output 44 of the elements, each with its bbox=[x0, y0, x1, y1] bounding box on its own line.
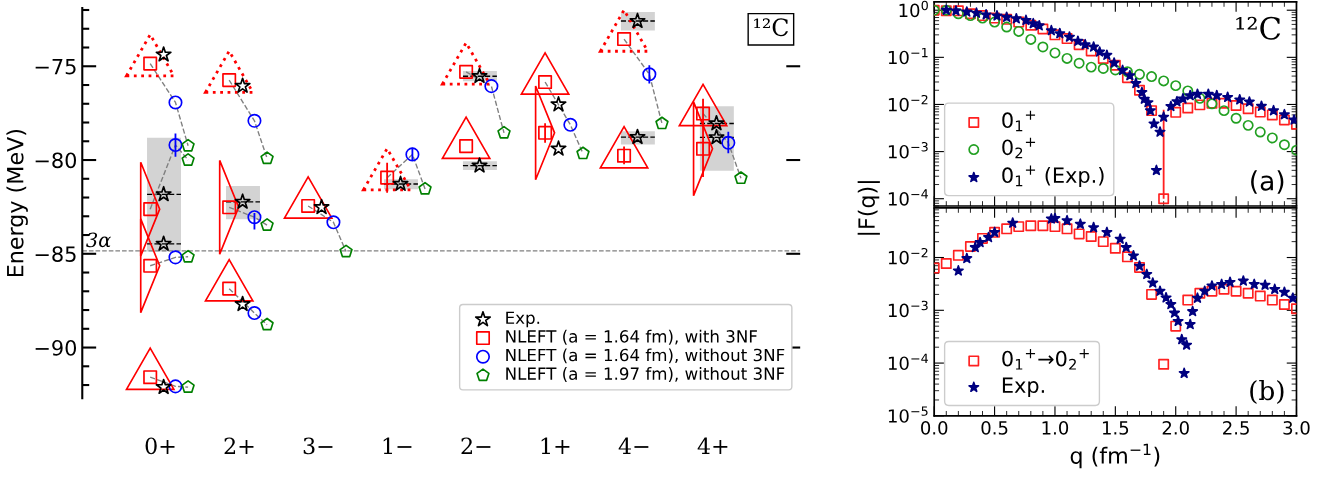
x-tick-label: 0.0 bbox=[921, 421, 948, 435]
x-tick-label: 2.0 bbox=[1162, 421, 1189, 435]
y-tick-label: 10$^{−3}$ bbox=[888, 300, 928, 318]
x-tick-label: 4+ bbox=[697, 437, 728, 454]
x-tick-label: 1.0 bbox=[1042, 421, 1069, 435]
legend-label: 0$_{1}$$^{+}$→0$_{2}$$^{+}$ bbox=[1002, 349, 1089, 370]
legend-label: 0$_{1}$$^{+}$ bbox=[1002, 110, 1036, 132]
x-tick-label: 0+ bbox=[145, 437, 175, 455]
x-tick-label: 1+ bbox=[541, 437, 570, 454]
x-tick-label: 1− bbox=[383, 437, 412, 454]
x-tick-label: 2.5 bbox=[1223, 421, 1249, 435]
annotation: (b) bbox=[1250, 379, 1284, 405]
y-axis-title: |F(q)| bbox=[857, 181, 880, 235]
annotation: ¹²C bbox=[754, 18, 788, 37]
ref-line-label: 3α bbox=[86, 232, 111, 248]
legend-label: NLEFT (a = 1.97 fm), without 3NF bbox=[506, 367, 785, 382]
y-tick-label: 10$^{−2}$ bbox=[888, 94, 928, 112]
x-tick-label: 4− bbox=[618, 437, 649, 454]
y-axis-title: Energy (MeV) bbox=[6, 129, 28, 277]
y-tick-label: 10$^{−3}$ bbox=[888, 142, 928, 159]
x-tick-label: 1.5 bbox=[1102, 421, 1129, 435]
annotation: (a) bbox=[1251, 170, 1284, 194]
x-tick-label: 0.5 bbox=[981, 421, 1008, 435]
legend-label: Exp. bbox=[506, 311, 540, 328]
annotation: ¹²C bbox=[1236, 16, 1281, 40]
legend-label: 0$_{2}$$^{+}$ bbox=[1002, 137, 1036, 159]
x-tick-label: 3− bbox=[303, 437, 333, 455]
x-tick-label: 2− bbox=[461, 437, 491, 454]
y-tick-label: −80 bbox=[35, 152, 77, 169]
legend-label: Exp. bbox=[1002, 377, 1044, 398]
x-tick-label: 3.0 bbox=[1283, 421, 1310, 435]
y-tick-label: 10$^{−4}$ bbox=[888, 353, 928, 371]
legend-label: 0$_{1}$$^{+}$ (Exp.) bbox=[1002, 165, 1104, 188]
y-tick-label: −85 bbox=[35, 246, 76, 262]
y-tick-label: 10$^{−2}$ bbox=[888, 247, 928, 265]
legend-label: NLEFT (a = 1.64 fm), with 3NF bbox=[506, 329, 757, 345]
y-tick-label: −90 bbox=[35, 340, 77, 356]
y-tick-label: 10$^{−1}$ bbox=[888, 47, 928, 65]
x-axis-title: q (fm$^{−1}$) bbox=[1070, 443, 1160, 469]
y-tick-label: 10$^{0}$ bbox=[899, 0, 928, 18]
x-tick-label: 2+ bbox=[224, 437, 254, 454]
y-tick-label: −75 bbox=[35, 58, 76, 75]
legend-label: NLEFT (a = 1.64 fm), without 3NF bbox=[506, 348, 785, 364]
y-tick-label: 10$^{−4}$ bbox=[888, 189, 928, 206]
